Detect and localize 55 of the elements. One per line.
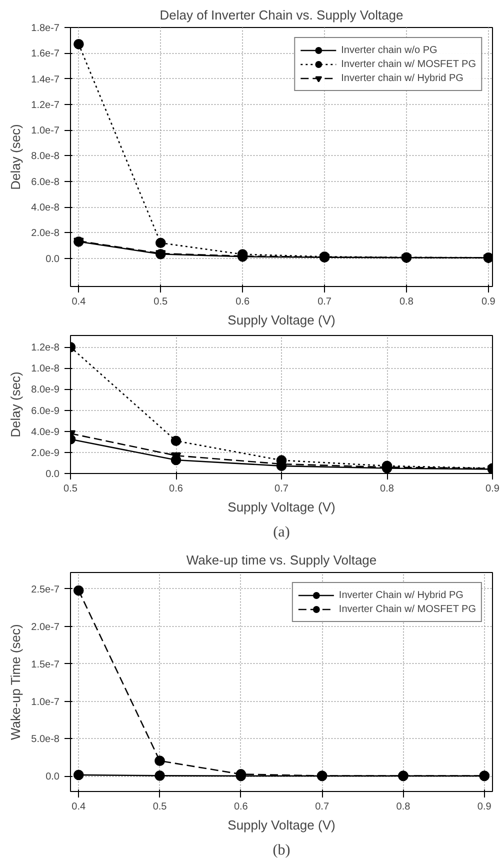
y-tick-label: 1.2e-8: [31, 342, 60, 354]
x-axis-title: Supply Voltage (V): [228, 312, 336, 328]
y-tick-label: 8.0e-9: [31, 384, 60, 396]
y-tick-label: 2.0e-9: [31, 448, 60, 459]
x-axis-title: Supply Voltage (V): [228, 500, 336, 514]
x-tick-label: 0.5: [64, 484, 78, 494]
y-tick-label: 1.0e-8: [31, 364, 60, 375]
y-tick-label: 1.0e-7: [31, 126, 60, 137]
y-tick-label: 1.2e-7: [31, 100, 60, 111]
legend-label: Inverter Chain w/ Hybrid PG: [338, 589, 464, 601]
legend-label: Inverter chain w/ Hybrid PG: [341, 72, 464, 84]
chart-title: Delay of Inverter Chain vs. Supply Voltage: [160, 8, 404, 22]
y-tick-label: 2.5e-7: [31, 584, 60, 596]
y-tick-label: 5.0e-8: [31, 734, 60, 746]
y-tick-label: 6.0e-8: [31, 176, 60, 188]
y-tick-label: 1.0e-7: [31, 696, 60, 708]
x-tick-label: 0.6: [236, 296, 250, 308]
x-tick-label: 0.7: [315, 802, 330, 812]
y-axis-title: Delay (sec): [8, 372, 24, 438]
y-tick-label: 6.0e-9: [31, 406, 60, 417]
x-tick-label: 0.8: [380, 484, 394, 494]
y-tick-label: 4.0e-8: [31, 202, 60, 214]
y-tick-label: 2.0e-8: [31, 228, 60, 240]
y-tick-label: 0.0: [46, 254, 60, 265]
y-tick-label: 8.0e-8: [31, 151, 60, 162]
y-axis-title: Wake-up Time (sec): [8, 624, 24, 740]
y-tick-label: 1.6e-7: [31, 48, 60, 60]
x-tick-label: 0.4: [72, 296, 86, 308]
chart-title: Wake-up time vs. Supply Voltage: [186, 552, 377, 568]
x-tick-label: 0.9: [481, 296, 496, 308]
x-tick-label: 0.9: [486, 484, 500, 494]
x-tick-label: 0.6: [234, 802, 248, 812]
x-tick-label: 0.8: [400, 296, 414, 308]
x-axis-title: Supply Voltage (V): [228, 818, 336, 832]
y-tick-label: 1.4e-7: [31, 74, 60, 86]
legend-label: Inverter Chain w/ MOSFET PG: [338, 603, 476, 615]
legend-label: Inverter chain w/o PG: [341, 44, 438, 56]
text: (a): [273, 524, 290, 540]
x-tick-label: 0.6: [169, 484, 184, 494]
y-tick-label: 1.5e-7: [31, 659, 60, 670]
legend-label: Inverter chain w/ MOSFET PG: [341, 58, 476, 70]
x-tick-label: 0.8: [396, 802, 411, 812]
y-tick-label: 0.0: [46, 772, 60, 783]
y-tick-label: 2.0e-7: [31, 622, 60, 633]
y-tick-label: 0.0: [46, 469, 60, 480]
y-tick-label: 1.8e-7: [31, 23, 60, 34]
text: (b): [272, 842, 290, 858]
x-tick-label: 0.7: [274, 484, 289, 494]
x-tick-label: 0.5: [154, 296, 168, 308]
x-tick-label: 0.7: [318, 296, 332, 308]
y-axis-title: Delay (sec): [8, 124, 24, 190]
x-tick-label: 0.5: [152, 802, 168, 812]
x-tick-label: 0.9: [477, 802, 492, 812]
x-tick-label: 0.4: [72, 802, 86, 812]
y-tick-label: 4.0e-9: [31, 426, 60, 438]
